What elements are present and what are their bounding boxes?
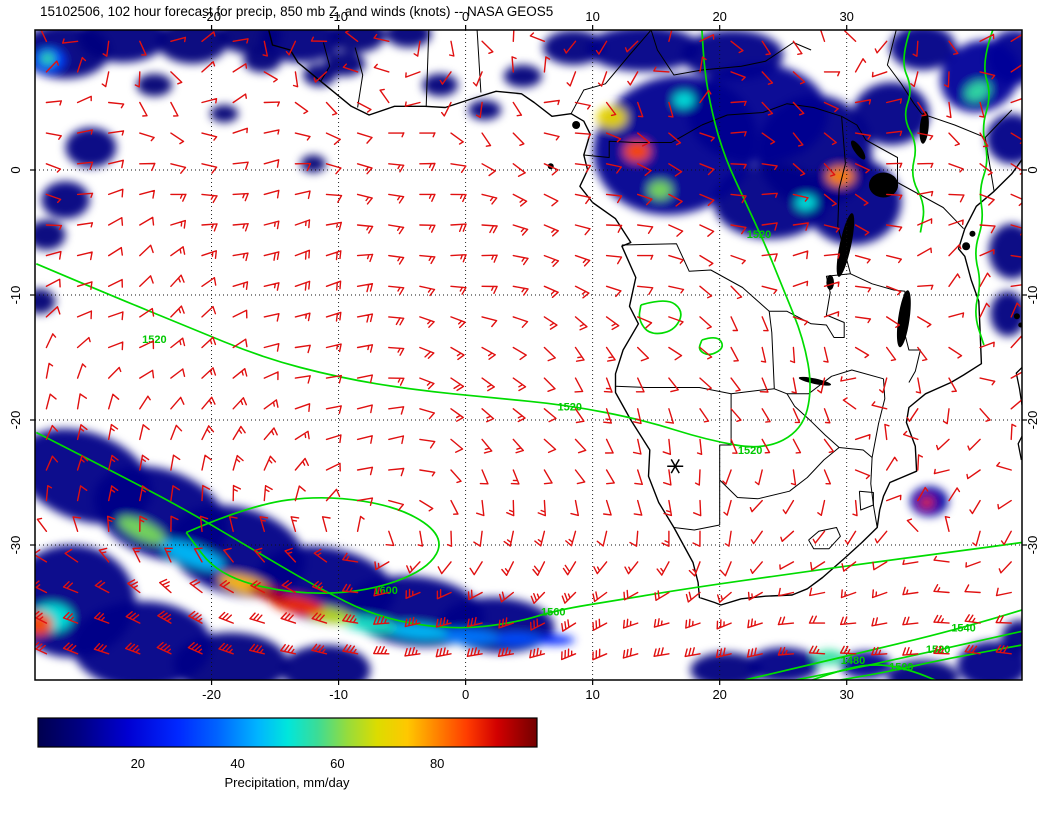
contour-label-1520: 1520 [558, 401, 582, 413]
wind-barbs-path [35, 30, 1022, 661]
height-contour-1560 [35, 431, 1022, 629]
colorbar-tick-label: 20 [131, 756, 145, 771]
contour-label-1520: 1520 [747, 229, 771, 241]
lon-tick-label-bottom: -10 [329, 687, 348, 702]
lon-tick-label-bottom: -20 [202, 687, 221, 702]
contour-label-1560: 1560 [541, 606, 565, 618]
contour-label-1480: 1480 [841, 655, 865, 667]
lon-tick-label-bottom: 30 [839, 687, 853, 702]
lat-tick-label-left: 0 [8, 166, 23, 173]
axis-labels: -20 -20 -10 -10 0 0 10 10 20 20 30 30 0 0 -10 -10 -20 -20… [8, 9, 1040, 702]
map-frame [34, 29, 1023, 681]
contour-label-1520: 1520 [738, 445, 762, 457]
height-contour-1520 [975, 30, 994, 346]
colorbar-label: Precipitation, mm/day [225, 775, 350, 790]
height-contour-1520 [35, 30, 811, 448]
height-contour-1520 [638, 300, 682, 335]
colorbar-gradient-bar [37, 717, 538, 748]
lat-tick-label-right: -30 [1025, 536, 1040, 555]
lon-tick-label-top: 0 [462, 9, 469, 24]
lon-tick-label-top: 30 [839, 9, 853, 24]
height-contour-1520 [698, 336, 724, 356]
height-contour-1480 [809, 664, 938, 680]
colorbar: 20 40 60 80 Precipitation, mm/day [37, 717, 538, 790]
lat-tick-label-left: -10 [8, 286, 23, 305]
lon-tick-label-top: -10 [329, 9, 348, 24]
lat-tick-label-left: -30 [8, 536, 23, 555]
height-contour-1540 [744, 609, 1022, 680]
figure-title: 15102506, 102 hour forecast for precip, … [40, 4, 553, 19]
lat-tick-label-left: -20 [8, 411, 23, 430]
location-marker [667, 458, 684, 474]
height-contour-1520 [795, 630, 1022, 680]
lat-tick-label-right: -20 [1025, 411, 1040, 430]
wind-barbs-layer [35, 30, 1022, 661]
lat-tick-label-right: -10 [1025, 286, 1040, 305]
height-contour-1600 [185, 496, 440, 594]
colorbar-tick-label: 80 [430, 756, 444, 771]
contour-label-1520: 1520 [926, 644, 950, 656]
height-contour-1520 [903, 30, 925, 233]
lon-tick-label-bottom: 20 [712, 687, 726, 702]
colorbar-tick-labels: 20 40 60 80 [131, 756, 445, 771]
colorbar-tick-label: 60 [330, 756, 344, 771]
lon-tick-label-top: -20 [202, 9, 221, 24]
lon-tick-label-bottom: 0 [462, 687, 469, 702]
lon-tick-label-top: 20 [712, 9, 726, 24]
contour-label-1540: 1540 [951, 623, 975, 635]
lon-tick-label-bottom: 10 [585, 687, 599, 702]
lon-tick-label-top: 10 [585, 9, 599, 24]
colorbar-tick-label: 40 [230, 756, 244, 771]
lat-tick-label-right: 0 [1025, 166, 1040, 173]
